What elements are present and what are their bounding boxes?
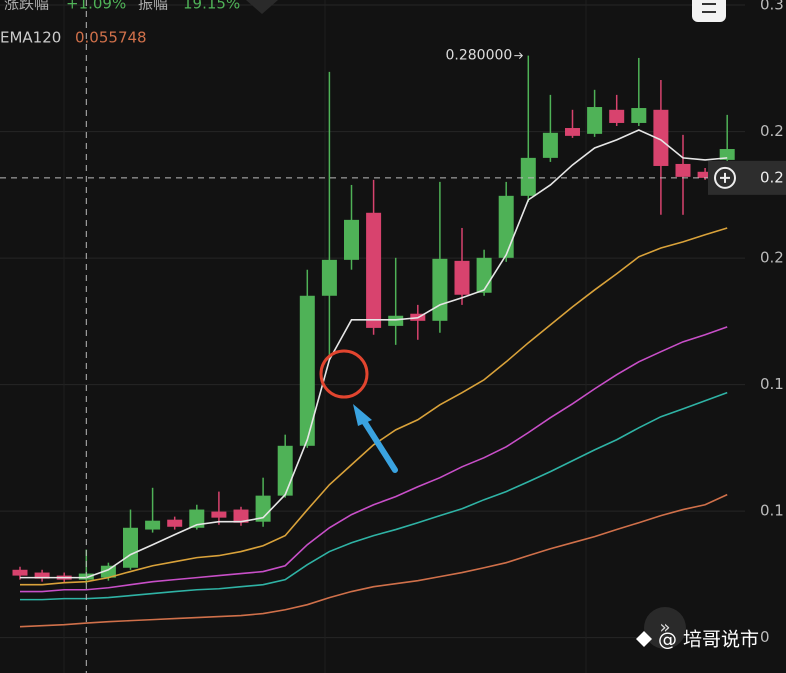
- candle-body: [321, 259, 337, 296]
- header-label: 涨跌幅: [4, 0, 49, 13]
- candle-body: [344, 219, 359, 260]
- candle-body: [299, 295, 315, 446]
- candle-body: [145, 520, 161, 530]
- ma-line: [19, 493, 728, 628]
- candle-body: [123, 527, 138, 568]
- crosshair-label: 0.2: [760, 168, 784, 186]
- y-tick-label: 0.1: [760, 502, 784, 520]
- candle-body: [233, 509, 249, 523]
- candle-body: [631, 108, 647, 123]
- ma-line: [20, 227, 728, 586]
- candle-body: [675, 163, 691, 177]
- y-tick-label: 0.2: [760, 249, 784, 267]
- y-tick-label: 0: [760, 628, 770, 646]
- arrow-shaft: [359, 415, 398, 473]
- ma-line: [20, 326, 728, 593]
- candle-body: [255, 495, 271, 522]
- legend-value: 0.055748: [75, 29, 147, 47]
- candle-body: [454, 260, 470, 295]
- ma-line: [20, 129, 728, 579]
- y-tick-label: 0.1: [760, 375, 784, 393]
- candle-body: [189, 509, 205, 528]
- candle-body: [719, 149, 735, 160]
- header-value: 19.15%: [183, 0, 240, 13]
- candle-body: [653, 109, 669, 166]
- candle-body: [167, 519, 183, 527]
- pointer: [246, 0, 278, 14]
- candle-body: [476, 257, 492, 293]
- scroll-button[interactable]: [644, 607, 686, 649]
- crosshair-add-icon: [720, 172, 730, 183]
- arrow-head: [353, 404, 372, 426]
- watermark: @ 培哥说市: [658, 629, 759, 651]
- candle-body: [587, 107, 603, 134]
- scroll-icon: »: [659, 617, 670, 638]
- crosshair-add-button: [714, 166, 736, 189]
- high-annotation-arrow: [514, 52, 524, 60]
- candle-body: [12, 569, 28, 576]
- legend-name: EMA120: [0, 29, 61, 47]
- candle-body: [697, 171, 713, 178]
- candle-body: [366, 212, 382, 328]
- ma-line: [20, 391, 728, 601]
- candle-body: [388, 315, 404, 326]
- high-annotation: 0.280000: [445, 48, 512, 64]
- menu-icon: [702, 3, 716, 13]
- candle-body: [565, 128, 580, 136]
- header-label: 振幅: [138, 0, 168, 13]
- highlight-circle: [319, 349, 369, 399]
- candle-body: [211, 511, 227, 518]
- candle-body: [542, 132, 558, 158]
- candle-body: [100, 565, 116, 578]
- watermark-icon: [636, 631, 652, 647]
- candle-body: [34, 572, 50, 579]
- menu-button[interactable]: [692, 0, 726, 22]
- candle-body: [498, 195, 514, 258]
- y-tick-label: 0.3: [760, 0, 784, 14]
- y-tick-label: 0.2: [760, 122, 784, 140]
- candle-body: [609, 109, 625, 123]
- candle-body: [277, 445, 293, 496]
- candle-body: [520, 157, 536, 196]
- candle-body: [432, 258, 448, 321]
- header-value: +1.09%: [66, 0, 126, 13]
